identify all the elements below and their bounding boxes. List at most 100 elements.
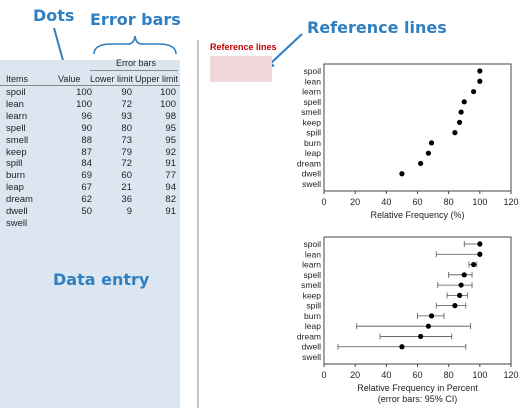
x-tick-label: 100 [472,197,487,207]
upper-cell[interactable]: 100 [160,98,176,110]
data-dot [456,119,463,125]
panel-divider [197,40,199,408]
value-cell[interactable]: 87 [81,146,92,158]
category-label: spell [304,97,322,107]
reference-lines-label: Reference lines [210,42,277,52]
upper-cell[interactable]: 100 [160,87,176,98]
data-dot [428,313,435,319]
group-header-rule [90,70,178,71]
value-cell[interactable]: 90 [81,122,92,134]
upper-cell[interactable]: 95 [165,122,176,134]
column-header: Upper limit [135,74,179,84]
plot-area [323,236,512,365]
x-tick-label: 80 [444,370,454,380]
x-tick-label: 0 [321,197,326,207]
category-label: smell [301,107,321,117]
header-rule [0,85,180,86]
upper-cell[interactable]: 98 [165,110,176,122]
item-cell[interactable]: dream [6,194,33,206]
data-dot [399,344,405,350]
value-cell[interactable]: 69 [81,170,92,182]
value-cell[interactable]: 88 [81,134,92,146]
x-tick-label: 120 [503,197,518,207]
lower-cell[interactable]: 36 [121,194,132,206]
value-cell[interactable]: 100 [76,87,92,98]
x-tick-label: 120 [503,370,518,380]
data-dot [418,333,424,340]
item-cell[interactable]: burn [6,170,26,182]
lower-cell[interactable]: 80 [121,122,132,134]
category-label: spill [306,301,321,311]
value-cell[interactable]: 50 [81,206,92,217]
plot-area [323,63,512,192]
lower-cell[interactable]: 90 [121,87,132,98]
value-cell[interactable]: 62 [81,194,92,206]
value-cell[interactable]: 67 [81,182,92,194]
x-tick-label: 60 [412,197,422,207]
x-tick-label: 0 [321,370,326,380]
data-dot [458,282,464,288]
data-dot [458,109,464,115]
item-cell[interactable]: leap [6,182,24,194]
data-dot [461,272,467,278]
value-cell[interactable]: 100 [76,98,92,110]
x-tick-label: 100 [472,370,487,380]
data-dot [477,251,483,257]
item-cell[interactable]: keep [6,146,27,158]
x-tick-label: 60 [412,370,422,380]
upper-cell[interactable]: 95 [165,134,176,146]
lower-cell[interactable]: 79 [121,146,132,158]
data-dot [428,140,435,146]
lower-cell[interactable]: 21 [121,182,132,194]
data-dot [477,68,483,74]
reference-lines-swatch[interactable] [210,56,272,82]
data-dot [425,150,432,156]
x-tick-label: 20 [350,197,360,207]
data-dot [461,99,467,105]
category-label: lean [305,76,321,86]
item-cell[interactable]: spoil [6,87,26,98]
upper-cell[interactable]: 82 [165,194,176,206]
item-cell[interactable]: spill [6,158,23,170]
data-entry-label: Data entry [53,270,150,289]
lower-cell[interactable]: 93 [121,110,132,122]
category-label: swell [302,352,321,362]
lower-cell[interactable]: 72 [121,158,132,170]
item-cell[interactable]: swell [6,217,28,229]
data-dot [452,130,458,136]
data-dot [425,323,432,329]
upper-cell[interactable]: 91 [165,206,176,217]
upper-cell[interactable]: 92 [165,146,176,158]
x-tick-label: 20 [350,370,360,380]
item-cell[interactable]: lean [6,98,24,110]
lower-cell[interactable]: 60 [121,170,132,182]
x-tick-label: 40 [381,370,391,380]
lower-cell[interactable]: 72 [121,98,132,110]
x-axis-label: Relative Frequency (%) [370,210,464,220]
dot-plot: 0 20 40 60 80 100 120 spoilleanlearnspellsmellk… [297,63,519,220]
data-dot [477,241,483,247]
data-dot [452,303,458,309]
item-cell[interactable]: learn [6,110,28,122]
data-dot [456,292,463,298]
category-label: leap [305,321,321,331]
category-label: smell [301,280,321,290]
lower-cell[interactable]: 73 [121,134,132,146]
category-label: burn [304,311,321,321]
upper-cell[interactable]: 91 [165,158,176,170]
upper-cell[interactable]: 77 [165,170,176,182]
category-label: keep [303,290,322,300]
data-dot [418,160,424,167]
category-label: swell [302,179,321,189]
item-cell[interactable]: spell [6,122,26,134]
upper-cell[interactable]: 94 [165,182,176,194]
value-cell[interactable]: 96 [81,110,92,122]
item-cell[interactable]: smell [6,134,29,146]
dot-plot-with-error-bars: 0 20 40 60 80 100 120 spoilleanlearnspellsmellk… [297,236,519,404]
category-label: spill [306,128,321,138]
lower-cell[interactable]: 9 [126,206,132,217]
category-label: dream [297,158,321,168]
item-cell[interactable]: dwell [6,206,28,217]
value-cell[interactable]: 84 [81,158,92,170]
dots-callout: Dots [33,6,75,25]
